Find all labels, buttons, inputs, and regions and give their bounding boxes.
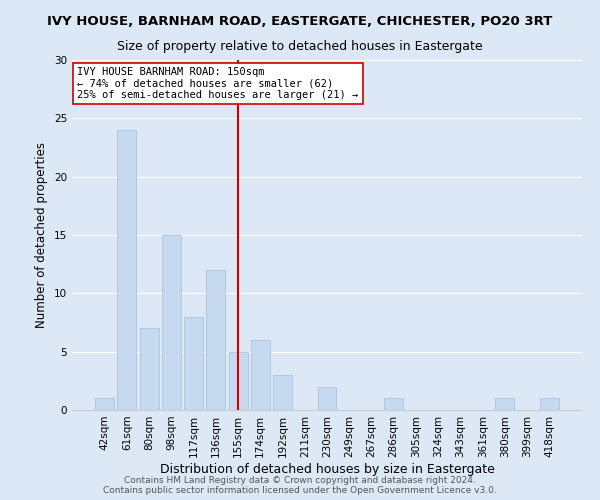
Text: IVY HOUSE, BARNHAM ROAD, EASTERGATE, CHICHESTER, PO20 3RT: IVY HOUSE, BARNHAM ROAD, EASTERGATE, CHI… (47, 15, 553, 28)
Bar (118, 130, 136, 410)
X-axis label: Distribution of detached houses by size in Eastergate: Distribution of detached houses by size … (160, 462, 494, 475)
Bar (317, 386, 337, 410)
Bar (496, 398, 514, 410)
Text: Contains HM Land Registry data © Crown copyright and database right 2024.
Contai: Contains HM Land Registry data © Crown c… (103, 476, 497, 495)
Bar (384, 398, 403, 410)
Bar (162, 235, 181, 410)
Bar (540, 398, 559, 410)
Text: Size of property relative to detached houses in Eastergate: Size of property relative to detached ho… (117, 40, 483, 53)
Text: IVY HOUSE BARNHAM ROAD: 150sqm
← 74% of detached houses are smaller (62)
25% of : IVY HOUSE BARNHAM ROAD: 150sqm ← 74% of … (77, 67, 358, 100)
Y-axis label: Number of detached properties: Number of detached properties (35, 142, 49, 328)
Bar (206, 270, 225, 410)
Bar (140, 328, 158, 410)
Bar (95, 398, 114, 410)
Bar (184, 316, 203, 410)
Bar (229, 352, 248, 410)
Bar (273, 375, 292, 410)
Bar (251, 340, 270, 410)
